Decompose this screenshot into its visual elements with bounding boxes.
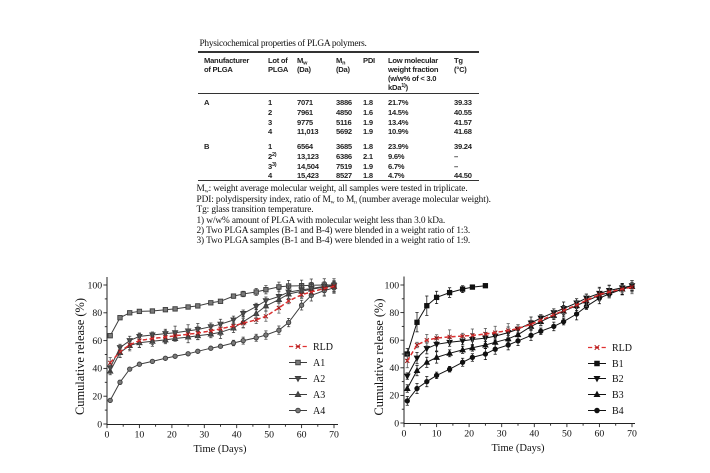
svg-text:0: 0 <box>97 419 102 430</box>
svg-text:0: 0 <box>394 418 399 429</box>
svg-text:A2: A2 <box>313 374 325 385</box>
svg-text:Cumulative release (%): Cumulative release (%) <box>73 298 87 415</box>
svg-text:50: 50 <box>562 429 572 440</box>
svg-text:A3: A3 <box>313 390 325 401</box>
svg-text:40: 40 <box>529 429 539 440</box>
svg-text:30: 30 <box>199 430 209 441</box>
svg-text:50: 50 <box>264 430 274 441</box>
svg-text:70: 70 <box>329 430 339 441</box>
svg-text:Time (Days): Time (Days) <box>194 444 247 455</box>
svg-text:60: 60 <box>595 429 605 440</box>
svg-text:Time (Days): Time (Days) <box>492 443 545 454</box>
svg-text:60: 60 <box>389 336 399 347</box>
svg-text:RLD: RLD <box>313 342 333 353</box>
svg-text:A1: A1 <box>313 358 325 369</box>
svg-text:10: 10 <box>432 429 442 440</box>
svg-text:100: 100 <box>87 280 102 291</box>
svg-text:40: 40 <box>232 430 242 441</box>
svg-text:40: 40 <box>92 364 102 375</box>
svg-text:RLD: RLD <box>612 343 632 354</box>
svg-text:70: 70 <box>627 429 637 440</box>
svg-text:Cumulative release (%): Cumulative release (%) <box>372 299 386 416</box>
svg-text:80: 80 <box>389 308 399 319</box>
svg-text:A4: A4 <box>313 406 325 417</box>
svg-text:30: 30 <box>497 429 507 440</box>
svg-text:60: 60 <box>92 336 102 347</box>
svg-text:0: 0 <box>402 429 407 440</box>
svg-text:20: 20 <box>167 430 177 441</box>
svg-text:B3: B3 <box>612 390 624 401</box>
svg-text:20: 20 <box>389 391 399 402</box>
svg-text:B2: B2 <box>612 374 624 385</box>
svg-text:B4: B4 <box>612 406 624 417</box>
svg-text:80: 80 <box>92 308 102 319</box>
svg-text:40: 40 <box>389 363 399 374</box>
svg-text:10: 10 <box>135 430 145 441</box>
svg-text:20: 20 <box>92 392 102 403</box>
svg-text:B1: B1 <box>612 359 624 370</box>
svg-text:100: 100 <box>384 280 399 291</box>
svg-text:20: 20 <box>464 429 474 440</box>
svg-text:60: 60 <box>297 430 307 441</box>
svg-text:0: 0 <box>105 430 110 441</box>
